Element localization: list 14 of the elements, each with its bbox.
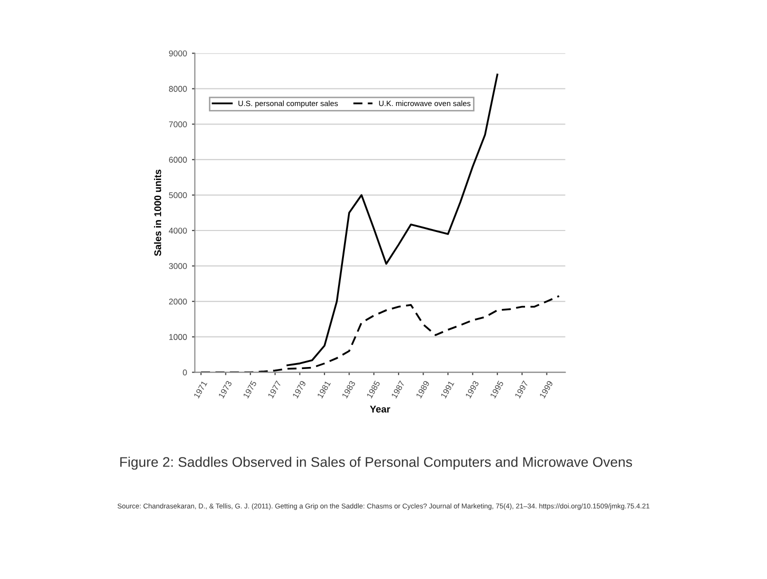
line-series bbox=[286, 74, 498, 366]
x-axis-title: Year bbox=[370, 406, 390, 413]
y-axis-title: Sales in 1000 units bbox=[154, 170, 162, 256]
y-tick-label: 4000 bbox=[168, 228, 187, 234]
y-tick-label: 1000 bbox=[169, 334, 187, 340]
y-tick-label: 3000 bbox=[168, 263, 187, 270]
y-tick-label: 8000 bbox=[169, 86, 187, 92]
y-tick-label: 6000 bbox=[169, 156, 187, 163]
y-tick-label: 2000 bbox=[169, 298, 187, 305]
y-tick-label: 9000 bbox=[169, 50, 187, 56]
caption: Figure 2: Saddles Observed in Sales of Personal Computers and Microwave Ovens bbox=[120, 456, 632, 470]
y-tick-label: 5000 bbox=[168, 192, 187, 198]
y-tick-label: 7000 bbox=[169, 121, 187, 128]
y-tick-label: 0 bbox=[182, 369, 187, 376]
